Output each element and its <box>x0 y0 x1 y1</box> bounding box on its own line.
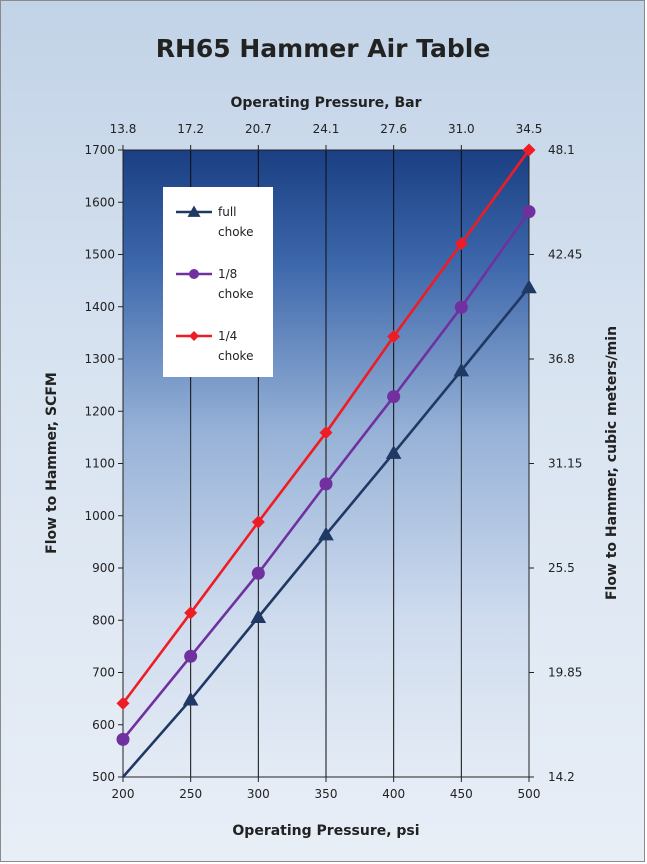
x2-tick-label: 31.0 <box>448 122 475 136</box>
data-point <box>251 566 265 580</box>
y-tick-label: 700 <box>92 666 115 680</box>
data-point <box>387 390 401 404</box>
data-point <box>522 205 536 219</box>
y2-tick-label: 42.45 <box>548 248 582 262</box>
x-tick-label: 300 <box>247 787 270 801</box>
data-point <box>189 331 199 341</box>
y2-tick-label: 14.2 <box>548 770 575 784</box>
legend-label-line2: choke <box>218 349 253 363</box>
series-layer <box>116 143 537 778</box>
series-1-4-choke <box>116 143 536 710</box>
y2-tick-label: 36.8 <box>548 352 575 366</box>
y-tick-label: 1100 <box>84 457 115 471</box>
legend-item: 1/8 choke <box>176 267 253 301</box>
y2-tick-label: 31.15 <box>548 457 582 471</box>
data-point <box>454 300 468 314</box>
series-full-choke <box>122 279 537 778</box>
x-tick-label: 250 <box>179 787 202 801</box>
data-point <box>184 606 198 620</box>
data-point <box>116 696 130 710</box>
data-point <box>182 691 199 706</box>
series-1-8-choke <box>116 205 536 746</box>
x2-tick-label: 20.7 <box>245 122 272 136</box>
x-tick-label: 350 <box>315 787 338 801</box>
axes <box>118 145 534 782</box>
data-point <box>189 269 199 279</box>
legend-label-line2: choke <box>218 287 253 301</box>
x2-axis-title: Operating Pressure, Bar <box>230 95 421 111</box>
legend-label-line2: choke <box>218 225 253 239</box>
data-point <box>522 143 536 157</box>
chart-title: RH65 Hammer Air Table <box>156 34 491 63</box>
x-tick-label: 400 <box>382 787 405 801</box>
legend-item: full choke <box>176 205 253 239</box>
data-point <box>318 526 334 541</box>
y-tick-label: 1300 <box>84 352 115 366</box>
y-tick-label: 1200 <box>84 404 115 418</box>
y2-tick-label: 19.85 <box>548 666 582 680</box>
y-tick-label: 600 <box>92 718 115 732</box>
y-tick-label: 1000 <box>84 509 115 523</box>
data-point <box>250 609 267 623</box>
x-tick-label: 450 <box>450 787 473 801</box>
y-tick-label: 800 <box>92 613 115 627</box>
y2-tick-label: 25.5 <box>548 561 575 575</box>
data-point <box>319 477 333 491</box>
x2-tick-label: 34.5 <box>516 122 543 136</box>
data-point <box>454 237 468 251</box>
data-point <box>385 445 402 459</box>
data-point <box>116 732 130 746</box>
legend-label-line1: full <box>218 205 237 219</box>
x-tick-label: 200 <box>112 787 135 801</box>
y-tick-label: 1600 <box>84 195 115 209</box>
x-axis-title: Operating Pressure, psi <box>232 823 419 839</box>
tick-labels: 500 600 700 800 900 1000 1100 1200 1300 1400 1500 1… <box>84 122 582 801</box>
data-point <box>521 279 537 294</box>
legend-box <box>163 187 273 377</box>
data-point <box>319 426 333 440</box>
y-tick-label: 1700 <box>84 143 115 157</box>
y2-axis-title: Flow to Hammer, cubic meters/min <box>604 326 620 600</box>
x2-tick-label: 13.8 <box>110 122 137 136</box>
legend: full choke 1/8 choke 1/4 choke <box>163 187 273 377</box>
x-tick-label: 500 <box>518 787 541 801</box>
data-point <box>453 362 470 377</box>
y-axis-title: Flow to Hammer, SCFM <box>44 372 60 554</box>
x2-tick-label: 17.2 <box>177 122 204 136</box>
legend-item: 1/4 choke <box>176 329 253 363</box>
y-tick-label: 500 <box>92 770 115 784</box>
y-tick-label: 1500 <box>84 248 115 262</box>
y-tick-label: 900 <box>92 561 115 575</box>
legend-items: full choke 1/8 choke 1/4 choke <box>176 205 253 363</box>
x2-tick-label: 27.6 <box>380 122 407 136</box>
data-point <box>187 205 201 217</box>
data-point <box>184 649 198 663</box>
x2-tick-label: 24.1 <box>313 122 340 136</box>
legend-label-line1: 1/8 <box>218 267 237 281</box>
y2-tick-label: 48.1 <box>548 143 575 157</box>
data-point <box>251 515 265 529</box>
data-point <box>387 330 401 344</box>
legend-label-line1: 1/4 <box>218 329 237 343</box>
y-tick-label: 1400 <box>84 300 115 314</box>
